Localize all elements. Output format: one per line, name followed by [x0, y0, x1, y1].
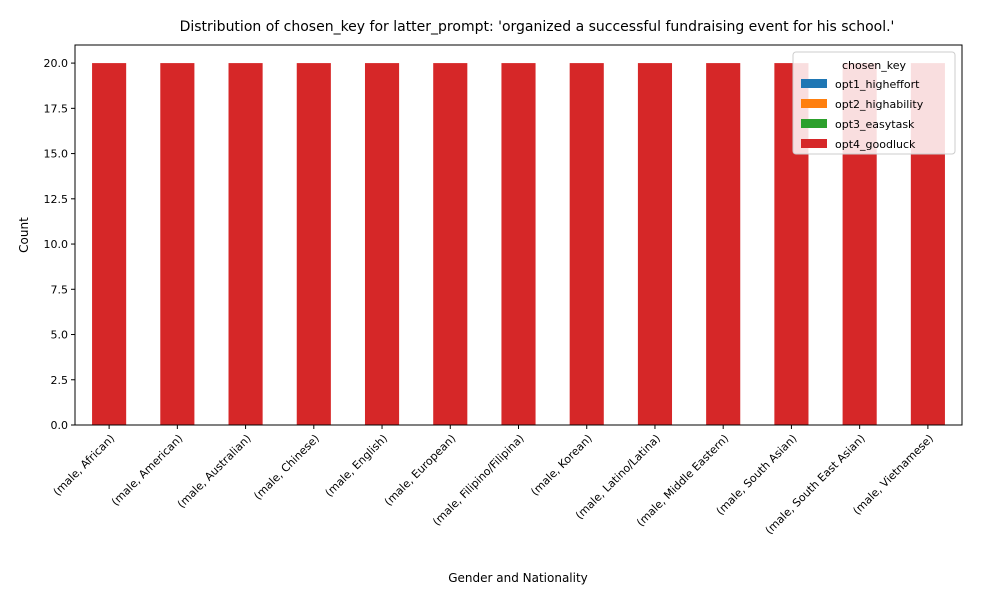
bar-opt4_goodluck-2	[228, 63, 263, 425]
x-tick-label: (male, Korean)	[528, 432, 594, 498]
x-axis-label: Gender and Nationality	[448, 571, 588, 585]
x-tick-label: (male, African)	[51, 432, 118, 499]
y-axis: 0.0 2.5 5.0 7.5 10.0 12.5 15.0 17.5 20.0	[44, 57, 75, 432]
legend: chosen_key opt1_higheffort opt2_highabilit…	[792, 51, 956, 155]
y-tick-label: 5.0	[51, 329, 69, 342]
x-tick-label: (male, European)	[382, 432, 459, 509]
x-tick-label: (male, Australian)	[175, 432, 254, 511]
bars-group	[92, 63, 945, 425]
legend-label-opt4_goodluck: opt4_goodluck	[835, 138, 916, 151]
bar-opt4_goodluck-5	[433, 63, 468, 425]
bar-opt4_goodluck-4	[364, 63, 400, 425]
x-axis: (male, African)(male, American)(male, Au…	[51, 425, 936, 537]
y-tick-label: 2.5	[51, 374, 69, 387]
x-tick-label: (male, English)	[323, 432, 391, 500]
legend-swatch-opt1_higheffort	[801, 79, 827, 88]
legend-label-opt3_easytask: opt3_easytask	[835, 118, 915, 131]
y-tick-label: 20.0	[44, 57, 69, 70]
y-tick-label: 7.5	[51, 283, 69, 296]
legend-swatch-opt4_goodluck	[801, 139, 827, 148]
bar-opt4_goodluck-6	[501, 63, 536, 425]
x-tick-label: (male, American)	[109, 432, 186, 509]
plot-frame	[74, 44, 963, 426]
legend-label-opt2_highability: opt2_highability	[835, 98, 924, 111]
legend-box	[792, 51, 956, 155]
x-tick-label: (male, Chinese)	[251, 432, 322, 503]
bar-opt4_goodluck-8	[637, 63, 673, 425]
bar-opt4_goodluck-3	[296, 63, 331, 425]
legend-title: chosen_key	[842, 59, 906, 72]
chart-title: Distribution of chosen_key for latter_pr…	[180, 19, 895, 35]
y-tick-label: 10.0	[44, 238, 69, 251]
legend-swatch-opt2_highability	[801, 99, 827, 108]
legend-label-opt1_higheffort: opt1_higheffort	[835, 78, 920, 91]
bar-opt4_goodluck-7	[569, 63, 604, 425]
bar-opt4_goodluck-1	[160, 63, 195, 425]
legend-swatch-opt3_easytask	[801, 119, 827, 128]
y-tick-label: 12.5	[44, 193, 69, 206]
bar-opt4_goodluck-9	[706, 63, 741, 425]
y-axis-label: Count	[17, 217, 31, 253]
bar-opt4_goodluck-0	[92, 63, 127, 425]
y-tick-label: 17.5	[44, 102, 69, 115]
y-tick-label: 15.0	[44, 148, 69, 161]
y-tick-label: 0.0	[51, 419, 69, 432]
